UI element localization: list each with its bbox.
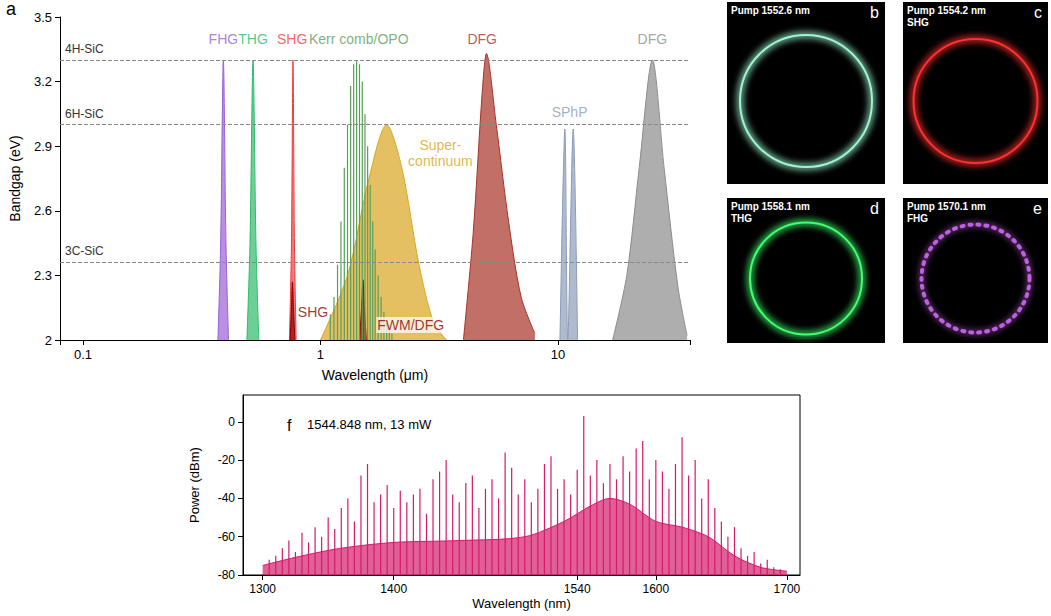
- html-text:c: c: [1034, 4, 1042, 21]
- html-text:Pump 1558.1 nm: Pump 1558.1 nm: [731, 201, 810, 212]
- svg-text:a: a: [6, 0, 17, 19]
- html-text:Pump 1552.6 nm: Pump 1552.6 nm: [731, 5, 810, 16]
- html-text:SHG: SHG: [907, 17, 929, 28]
- svg-text:Bandgap (eV): Bandgap (eV): [7, 135, 23, 221]
- svg-text:3.5: 3.5: [34, 10, 52, 25]
- html-text:Pump 1570.1 nm: Pump 1570.1 nm: [907, 201, 986, 212]
- svg-text:Super-: Super-: [419, 137, 461, 153]
- svg-text:Wavelength (nm): Wavelength (nm): [472, 596, 571, 611]
- svg-text:Power (dBm): Power (dBm): [187, 447, 202, 523]
- svg-text:4H-SiC: 4H-SiC: [65, 42, 104, 56]
- html-text:d: d: [870, 200, 879, 217]
- svg-text:DFG: DFG: [638, 31, 668, 47]
- html-text:b: b: [870, 4, 879, 21]
- svg-text:-80: -80: [218, 568, 236, 582]
- svg-text:2.3: 2.3: [34, 268, 52, 283]
- svg-text:FHG: FHG: [209, 31, 239, 47]
- svg-text:THG: THG: [238, 31, 268, 47]
- svg-text:SHG: SHG: [298, 304, 328, 320]
- svg-text:DFG: DFG: [467, 31, 497, 47]
- svg-text:3.2: 3.2: [34, 74, 52, 89]
- svg-text:1300: 1300: [249, 582, 276, 596]
- svg-text:SHG: SHG: [277, 31, 307, 47]
- svg-text:1540: 1540: [564, 582, 591, 596]
- svg-text:SPhP: SPhP: [552, 104, 588, 120]
- svg-text:2.9: 2.9: [34, 139, 52, 154]
- svg-text:2.6: 2.6: [34, 203, 52, 218]
- svg-text:continuum: continuum: [408, 153, 473, 169]
- svg-text:Kerr comb/OPO: Kerr comb/OPO: [309, 31, 409, 47]
- svg-text:FWM/DFG: FWM/DFG: [377, 317, 444, 333]
- svg-text:Wavelength (μm): Wavelength (μm): [322, 367, 428, 383]
- html-text:Pump 1554.2 nm: Pump 1554.2 nm: [907, 5, 986, 16]
- svg-text:0: 0: [228, 415, 235, 429]
- svg-text:1600: 1600: [642, 582, 669, 596]
- svg-text:1400: 1400: [380, 582, 407, 596]
- svg-text:f: f: [287, 417, 292, 434]
- svg-text:-40: -40: [218, 491, 236, 505]
- svg-text:6H-SiC: 6H-SiC: [65, 107, 104, 121]
- svg-text:-60: -60: [218, 530, 236, 544]
- html-text:THG: THG: [731, 213, 753, 224]
- svg-text:0.1: 0.1: [74, 347, 92, 362]
- html-text:e: e: [1033, 200, 1042, 217]
- svg-text:1: 1: [317, 347, 324, 362]
- svg-text:3C-SiC: 3C-SiC: [65, 244, 104, 258]
- html-text:FHG: FHG: [907, 213, 929, 224]
- svg-text:1544.848 nm, 13 mW: 1544.848 nm, 13 mW: [307, 417, 432, 432]
- svg-text:-20: -20: [218, 453, 236, 467]
- svg-text:2: 2: [45, 333, 52, 348]
- svg-text:10: 10: [551, 347, 565, 362]
- svg-text:1700: 1700: [774, 582, 801, 596]
